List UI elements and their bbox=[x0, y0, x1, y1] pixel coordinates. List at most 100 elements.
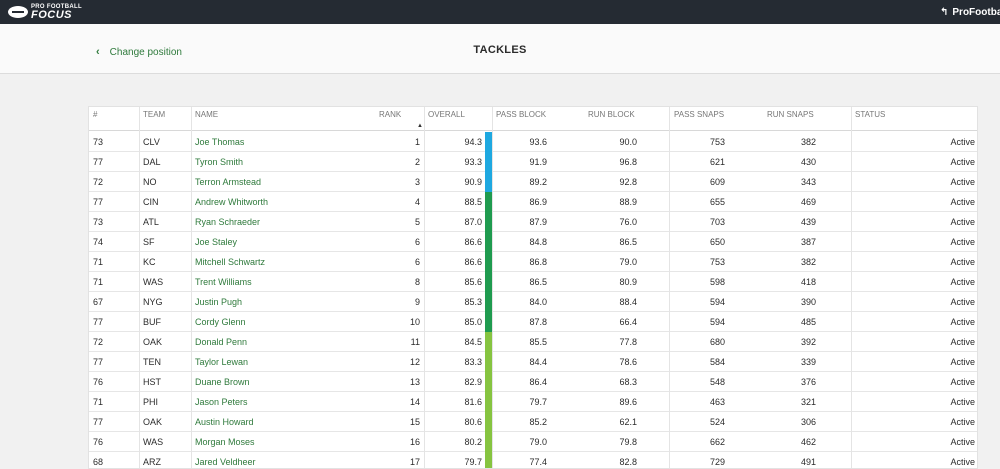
table-row[interactable]: 72 NO Terron Armstead 3 90.9 89.2 92.8 609 343 Ac… bbox=[89, 172, 977, 192]
grade-color-indicator bbox=[485, 392, 492, 412]
table-row[interactable]: 73 CLV Joe Thomas 1 94.3 93.6 90.0 753 382 Active bbox=[89, 132, 977, 152]
cell-player-name[interactable]: Austin Howard bbox=[195, 417, 254, 427]
table-row[interactable]: 73 ATL Ryan Schraeder 5 87.0 87.9 76.0 703 439 Ac… bbox=[89, 212, 977, 232]
cell-overall: 83.3 bbox=[464, 357, 482, 367]
cell-run-snaps: 430 bbox=[800, 157, 816, 167]
cell-team: KC bbox=[143, 257, 156, 267]
cell-pass-snaps: 753 bbox=[709, 257, 725, 267]
cell-player-name[interactable]: Tyron Smith bbox=[195, 157, 244, 167]
user-link-label: ProFootballFocus bbox=[952, 6, 1000, 18]
table-row[interactable]: 77 CIN Andrew Whitworth 4 88.5 86.9 88.9 655 469… bbox=[89, 192, 977, 212]
column-header-number[interactable]: # bbox=[93, 110, 98, 119]
table-row[interactable]: 77 DAL Tyron Smith 2 93.3 91.9 96.8 621 430 Activ… bbox=[89, 152, 977, 172]
column-header-team[interactable]: TEAM bbox=[143, 110, 166, 119]
cell-status: Active bbox=[950, 277, 975, 287]
table-row[interactable]: 77 OAK Austin Howard 15 80.6 85.2 62.1 524 306 Ac… bbox=[89, 412, 977, 432]
cell-player-name[interactable]: Morgan Moses bbox=[195, 437, 255, 447]
cell-rank: 12 bbox=[409, 357, 420, 367]
cell-rank: 9 bbox=[414, 297, 420, 307]
logo-small-text: PRO FOOTBALL bbox=[31, 3, 82, 10]
table-row[interactable]: 76 WAS Morgan Moses 16 80.2 79.0 79.8 662 462 Act… bbox=[89, 432, 977, 452]
cell-pass-block: 89.2 bbox=[529, 177, 547, 187]
cell-overall: 86.6 bbox=[464, 257, 482, 267]
cell-player-name[interactable]: Cordy Glenn bbox=[195, 317, 246, 327]
cell-pass-snaps: 609 bbox=[709, 177, 725, 187]
player-grades-table: # TEAM NAME RANK OVERALL PASS BLOCK RUN … bbox=[88, 106, 978, 469]
cell-player-name[interactable]: Andrew Whitworth bbox=[195, 197, 269, 207]
cell-rank: 4 bbox=[414, 197, 420, 207]
pff-logo[interactable]: PRO FOOTBALL FOCUS bbox=[8, 3, 82, 21]
cell-team: HST bbox=[143, 377, 161, 387]
cell-team: TEN bbox=[143, 357, 161, 367]
cell-overall: 87.0 bbox=[464, 217, 482, 227]
table-row[interactable]: 71 PHI Jason Peters 14 81.6 79.7 89.6 463 321 Act… bbox=[89, 392, 977, 412]
table-row[interactable]: 72 OAK Donald Penn 11 84.5 85.5 77.8 680 392 Acti… bbox=[89, 332, 977, 352]
cell-run-block: 78.6 bbox=[619, 357, 637, 367]
cell-overall: 79.7 bbox=[464, 457, 482, 467]
cell-player-name[interactable]: Ryan Schraeder bbox=[195, 217, 261, 227]
cell-number: 77 bbox=[93, 197, 104, 207]
column-header-overall[interactable]: OVERALL bbox=[428, 110, 465, 119]
column-header-name[interactable]: NAME bbox=[195, 110, 219, 119]
cell-overall: 85.3 bbox=[464, 297, 482, 307]
cell-player-name[interactable]: Joe Staley bbox=[195, 237, 238, 247]
column-header-pass-snaps[interactable]: PASS SNAPS bbox=[674, 110, 725, 119]
column-header-pass-block[interactable]: PASS BLOCK bbox=[496, 110, 547, 119]
change-position-link[interactable]: ‹ Change position bbox=[96, 46, 182, 58]
table-row[interactable]: 67 NYG Justin Pugh 9 85.3 84.0 88.4 594 390 Activ… bbox=[89, 292, 977, 312]
column-header-rank[interactable]: RANK bbox=[379, 110, 402, 119]
cell-team: ARZ bbox=[143, 457, 161, 467]
cell-status: Active bbox=[950, 237, 975, 247]
cell-status: Active bbox=[950, 297, 975, 307]
table-row[interactable]: 77 TEN Taylor Lewan 12 83.3 84.4 78.6 584 339 Act… bbox=[89, 352, 977, 372]
cell-pass-snaps: 753 bbox=[709, 137, 725, 147]
cell-player-name[interactable]: Trent Williams bbox=[195, 277, 252, 287]
cell-player-name[interactable]: Justin Pugh bbox=[195, 297, 243, 307]
cell-player-name[interactable]: Jared Veldheer bbox=[195, 457, 256, 467]
cell-run-snaps: 306 bbox=[800, 417, 816, 427]
cell-player-name[interactable]: Duane Brown bbox=[195, 377, 250, 387]
cell-player-name[interactable]: Mitchell Schwartz bbox=[195, 257, 266, 267]
cell-player-name[interactable]: Donald Penn bbox=[195, 337, 248, 347]
grade-color-indicator bbox=[485, 372, 492, 392]
cell-pass-block: 84.0 bbox=[529, 297, 547, 307]
change-position-label: Change position bbox=[109, 46, 182, 58]
cell-run-snaps: 390 bbox=[800, 297, 816, 307]
grade-color-indicator bbox=[485, 352, 492, 372]
table-row[interactable]: 71 KC Mitchell Schwartz 6 86.6 86.8 79.0 753 382… bbox=[89, 252, 977, 272]
cell-number: 77 bbox=[93, 157, 104, 167]
cell-player-name[interactable]: Joe Thomas bbox=[195, 137, 245, 147]
table-row[interactable]: 71 WAS Trent Williams 8 85.6 86.5 80.9 598 418 Ac… bbox=[89, 272, 977, 292]
cell-status: Active bbox=[950, 417, 975, 427]
cell-player-name[interactable]: Taylor Lewan bbox=[195, 357, 249, 367]
cell-overall: 85.6 bbox=[464, 277, 482, 287]
column-header-status[interactable]: STATUS bbox=[855, 110, 886, 119]
chevron-left-icon: ‹ bbox=[96, 46, 100, 58]
cell-status: Active bbox=[950, 197, 975, 207]
cell-overall: 85.0 bbox=[464, 317, 482, 327]
user-account-link[interactable]: ↰ ProFootballFocus bbox=[940, 0, 1000, 24]
cell-run-snaps: 469 bbox=[800, 197, 816, 207]
back-arrow-icon: ↰ bbox=[940, 6, 949, 18]
table-row[interactable]: 77 BUF Cordy Glenn 10 85.0 87.8 66.4 594 485 Acti… bbox=[89, 312, 977, 332]
grade-color-indicator bbox=[485, 432, 492, 452]
cell-player-name[interactable]: Terron Armstead bbox=[195, 177, 262, 187]
column-header-run-snaps[interactable]: RUN SNAPS bbox=[767, 110, 814, 119]
cell-pass-block: 86.5 bbox=[529, 277, 547, 287]
table-row[interactable]: 74 SF Joe Staley 6 86.6 84.8 86.5 650 387 Active bbox=[89, 232, 977, 252]
cell-run-snaps: 321 bbox=[800, 397, 816, 407]
cell-overall: 88.5 bbox=[464, 197, 482, 207]
cell-player-name[interactable]: Jason Peters bbox=[195, 397, 248, 407]
cell-rank: 2 bbox=[414, 157, 420, 167]
cell-pass-block: 86.8 bbox=[529, 257, 547, 267]
cell-team: WAS bbox=[143, 437, 164, 447]
cell-team: NO bbox=[143, 177, 157, 187]
cell-pass-block: 79.7 bbox=[529, 397, 547, 407]
table-row[interactable]: 76 HST Duane Brown 13 82.9 86.4 68.3 548 376 Acti… bbox=[89, 372, 977, 392]
column-header-run-block[interactable]: RUN BLOCK bbox=[588, 110, 635, 119]
cell-team: BUF bbox=[143, 317, 161, 327]
cell-team: DAL bbox=[143, 157, 161, 167]
cell-run-snaps: 462 bbox=[800, 437, 816, 447]
table-row[interactable]: 68 ARZ Jared Veldheer 17 79.7 77.4 82.8 729 491 A… bbox=[89, 452, 977, 468]
cell-team: CIN bbox=[143, 197, 159, 207]
